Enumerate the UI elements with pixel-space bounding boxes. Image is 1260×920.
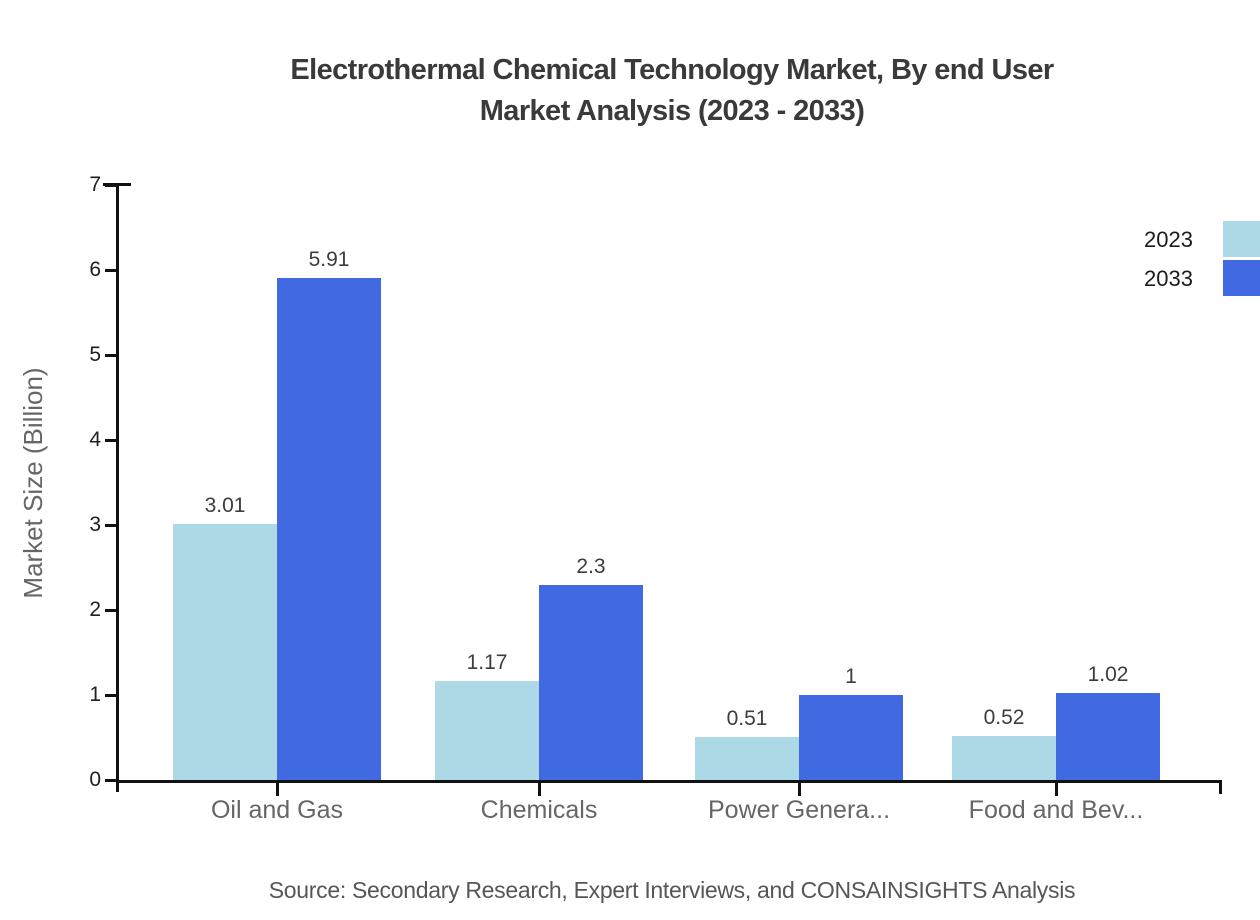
x-axis-tick <box>1054 783 1058 796</box>
y-axis-tick <box>105 523 117 527</box>
legend-swatch <box>1223 260 1260 296</box>
x-axis-tick <box>797 783 801 796</box>
value-label-2023-power-genera: 0.51 <box>726 706 768 730</box>
bar-2033-power-genera <box>799 695 903 780</box>
chart-title-line2: Market Analysis (2023 - 2033) <box>479 95 865 127</box>
plot-area: 0 1 2 3 4 5 6 7 3.01 5.91 Oil and Gas 1.17 2.3 Chemic… <box>89 173 1222 824</box>
bar-2023-chemicals <box>435 680 539 780</box>
x-axis-line <box>116 780 1222 783</box>
y-axis-tick-label: 7 <box>89 173 101 196</box>
y-axis-tick <box>105 268 117 272</box>
x-axis-tick <box>275 783 279 796</box>
y-axis-tick-label: 6 <box>89 258 101 281</box>
legend-label: 2023 <box>1144 227 1193 252</box>
y-axis-line <box>116 183 119 792</box>
source-note: Source: Secondary Research, Expert Inter… <box>268 877 1076 903</box>
y-axis-tick <box>105 778 117 782</box>
y-axis-tick <box>105 693 117 697</box>
x-axis-tick <box>537 783 541 796</box>
chart-title-line1: Electrothermal Chemical Technology Marke… <box>290 54 1054 86</box>
legend-label: 2033 <box>1144 266 1193 291</box>
y-axis-tick-label: 2 <box>89 598 101 621</box>
category-label-chemicals: Chemicals <box>480 796 598 824</box>
chart-title: Electrothermal Chemical Technology Marke… <box>120 50 1224 132</box>
y-axis-tick-label: 5 <box>89 343 101 366</box>
bar-2023-food-and-bev <box>952 735 1056 780</box>
value-label-2023-food-and-bev: 0.52 <box>983 705 1025 729</box>
value-label-2023-oil-and-gas: 3.01 <box>204 494 246 518</box>
category-label-food-and-bev: Food and Bev... <box>968 796 1144 824</box>
y-axis-tick-label: 4 <box>89 428 101 451</box>
value-label-2033-power-genera: 1 <box>845 665 857 688</box>
y-axis-tick <box>105 353 117 357</box>
value-label-2023-chemicals: 1.17 <box>466 650 508 674</box>
legend-swatch <box>1223 221 1260 257</box>
bar-2033-food-and-bev <box>1056 693 1160 780</box>
y-axis-topcap <box>103 183 131 186</box>
value-label-2033-oil-and-gas: 5.91 <box>308 247 350 271</box>
value-label-2033-food-and-bev: 1.02 <box>1087 663 1129 687</box>
y-axis-tick-label: 3 <box>89 513 101 536</box>
y-axis-tick-label: 1 <box>89 683 101 706</box>
bar-2023-oil-and-gas <box>173 524 277 780</box>
y-axis-tick <box>105 183 117 187</box>
y-axis-tick <box>105 438 117 442</box>
category-label-oil-and-gas: Oil and Gas <box>210 796 343 824</box>
y-axis-title: Market Size (Billion) <box>18 367 48 599</box>
bar-2033-oil-and-gas <box>277 277 381 780</box>
bar-2033-chemicals <box>539 584 643 780</box>
y-axis-tick-label: 0 <box>89 768 101 791</box>
x-axis-endcap <box>1219 780 1222 794</box>
bar-2023-power-genera <box>695 736 799 780</box>
category-label-power-genera: Power Genera... <box>707 796 891 824</box>
value-label-2033-chemicals: 2.3 <box>576 554 606 578</box>
y-axis-tick <box>105 608 117 612</box>
